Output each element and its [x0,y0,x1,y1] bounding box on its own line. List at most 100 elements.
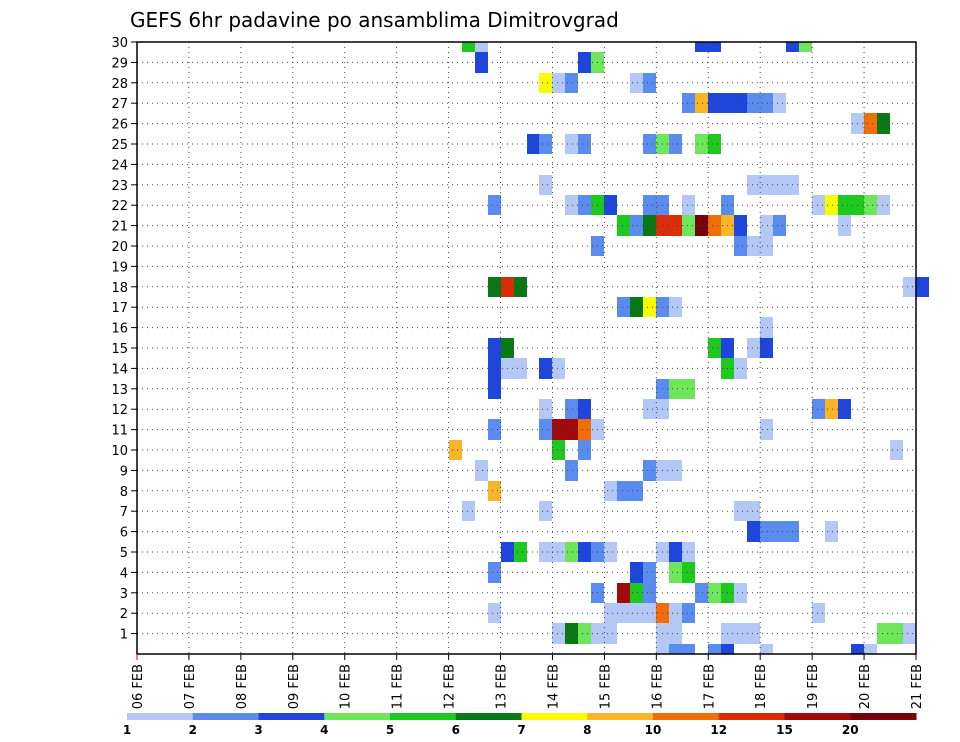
colorbar-label: 15 [776,723,793,737]
heatmap-cell [760,236,773,256]
heatmap-cell [630,73,643,93]
heatmap-cell [903,277,916,297]
heatmap-cell [488,603,501,623]
plot-frame [136,41,917,655]
heatmap-cell [617,215,630,236]
heatmap-cell [682,603,695,623]
heatmap-cell [578,195,591,215]
y-tick-label: 8 [120,485,128,500]
heatmap-cell [708,338,721,358]
heatmap-cell [656,644,669,654]
heatmap-cell [617,297,630,317]
heatmap-cell [488,195,501,215]
colorbar-legend: 1 2 3 4 5 6 7 8 10 12 15 20 [123,713,917,737]
y-tick-label: 3 [120,587,128,602]
colorbar-label: 1 [123,723,131,737]
x-tick-label: 08 FEB [235,664,250,709]
x-tick-label: 10 FEB [339,664,354,709]
heatmap-cell [475,52,488,73]
heatmap-cell [643,399,656,419]
heatmap-cell [682,542,695,562]
colorbar-label: 10 [645,723,662,737]
heatmap-cell [552,623,565,644]
heatmap-cell [708,644,721,654]
y-tick-label: 10 [111,444,128,459]
colorbar-swatch [587,713,654,720]
heatmap-cell [643,562,656,583]
heatmap-cell [734,236,747,256]
colorbar-label: 5 [386,723,394,737]
heatmap-cell [799,42,812,52]
colorbar-label: 7 [517,723,525,737]
heatmap-cell [643,603,656,623]
y-tick-label: 24 [111,158,128,173]
x-tick-label: 18 FEB [754,664,769,709]
heatmap-cell [578,134,591,154]
x-tick-label: 11 FEB [391,664,406,709]
y-tick-label: 22 [111,199,128,214]
x-tick-label: 21 FEB [910,664,925,709]
heatmap-cell [643,215,656,236]
heatmap-cell [475,42,488,52]
heatmap-cell [643,583,656,603]
heatmap-cell [760,644,773,654]
heatmap-cell [565,399,578,419]
heatmap-cell [773,93,786,113]
y-tick-label: 14 [111,362,128,377]
heatmap-cell [682,93,695,113]
heatmap-cell [514,277,527,297]
heatmap-cell [630,297,643,317]
chart-title: GEFS 6hr padavine po ansamblima Dimitrov… [130,8,619,32]
heatmap-cell [734,358,747,379]
heatmap-cell [682,215,695,236]
y-tick-label: 6 [120,526,128,541]
heatmap-cell [838,195,851,215]
y-tick-label: 2 [120,607,128,622]
heatmap-cell [812,603,825,623]
heatmap-cell [565,195,578,215]
heatmap-cell [552,419,565,440]
heatmap-cell [760,175,773,195]
colorbar-swatch [390,713,457,720]
heatmap-cell [747,236,760,256]
colorbar-swatch [455,713,522,720]
heatmap-cell [890,623,903,644]
heatmap-cell [864,195,877,215]
heatmap-cells [449,42,929,654]
heatmap-cell [695,215,708,236]
heatmap-cell [604,542,617,562]
heatmap-cell [617,583,630,603]
heatmap-cell [708,134,721,154]
heatmap-cell [903,623,916,644]
heatmap-cell [669,215,682,236]
heatmap-cell [877,623,890,644]
heatmap-cell [890,440,903,460]
heatmap-cell [864,644,877,654]
heatmap-cell [734,93,747,113]
heatmap-cell [760,215,773,236]
colorbar-swatch [521,713,588,720]
heatmap-cell [539,399,552,419]
colorbar-label: 12 [710,723,727,737]
heatmap-cell [695,42,708,52]
heatmap-cell [747,521,760,542]
heatmap-cell [916,277,929,297]
heatmap-cell [877,195,890,215]
heatmap-cell [578,623,591,644]
heatmap-cell [747,623,760,644]
heatmap-cell [734,501,747,521]
heatmap-cell [488,562,501,583]
heatmap-cell [565,460,578,481]
heatmap-cell [760,317,773,338]
heatmap-cell [630,583,643,603]
y-tick-label: 16 [111,322,128,337]
heatmap-cell [760,93,773,113]
heatmap-cell [643,134,656,154]
heatmap-cell [630,603,643,623]
heatmap-cell [462,501,475,521]
heatmap-cell [617,603,630,623]
heatmap-cell [565,623,578,644]
heatmap-cell [695,134,708,154]
x-tick-label: 14 FEB [546,664,561,709]
